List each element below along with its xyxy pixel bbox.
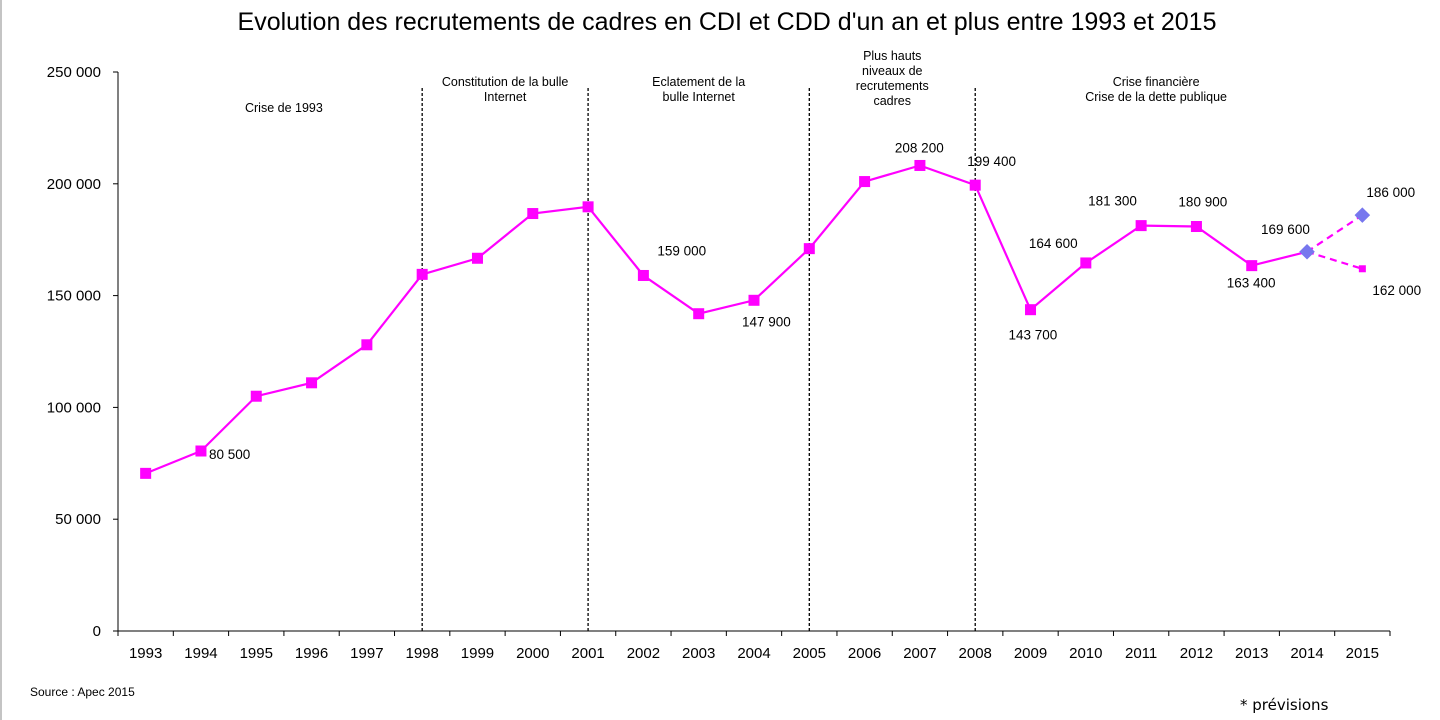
data-point [250, 390, 262, 402]
period-annotation-text: Eclatement de la [652, 75, 745, 89]
period-annotation-text: Plus hauts [863, 49, 921, 63]
axes: 0 50 000 100 000 150 000 200 000 250 000 1993 1… [47, 64, 1391, 662]
y-tick-label: 100 000 [47, 399, 101, 416]
forecast-point [1358, 265, 1366, 273]
data-point [637, 269, 649, 281]
x-tick-label: 2007 [903, 645, 936, 662]
data-label: 164 600 [1029, 236, 1078, 251]
x-tick-label: 1998 [405, 645, 438, 662]
data-point [693, 308, 705, 320]
data-point [803, 243, 815, 255]
data-label: 208 200 [895, 140, 944, 155]
data-label: 169 600 [1261, 222, 1310, 237]
data-point [1135, 220, 1147, 232]
period-annotation-text: Constitution de la bulle [442, 75, 569, 89]
period-annotation-text: niveaux de [862, 64, 923, 78]
data-point [195, 445, 207, 457]
data-point [1080, 257, 1092, 269]
forecast-marker [1299, 243, 1315, 260]
x-tick-label: 2010 [1069, 645, 1102, 662]
period-annotation-text: Internet [484, 90, 527, 104]
series-lines [145, 164, 1363, 475]
x-tick-label: 1993 [129, 645, 162, 662]
data-label: 163 400 [1227, 276, 1276, 291]
period-annotations: Crise de 1993 Constitution de la bulleInt… [245, 49, 1227, 115]
data-point [527, 208, 539, 220]
period-annotation-text: Crise de 1993 [245, 101, 323, 115]
y-tick-label: 150 000 [47, 288, 101, 305]
data-label: 143 700 [1009, 328, 1058, 343]
period-annotation-text: Crise de la dette publique [1085, 90, 1227, 104]
chart-title: Evolution des recrutements de cadres en … [238, 8, 1217, 36]
period-annotation-text: bulle Internet [663, 90, 736, 104]
data-label: 147 900 [742, 314, 791, 329]
data-label: 159 000 [657, 243, 706, 258]
data-label: 186 000 [1366, 185, 1415, 200]
x-tick-label: 2005 [793, 645, 826, 662]
x-tick-label: 2014 [1290, 645, 1323, 662]
data-label: 180 900 [1178, 195, 1227, 210]
y-tick-label: 50 000 [55, 511, 101, 528]
data-label: 162 000 [1372, 283, 1421, 298]
period-dividers [421, 88, 976, 631]
x-tick-label: 2002 [627, 645, 660, 662]
x-tick-label: 2011 [1125, 645, 1157, 662]
series-line [1306, 214, 1363, 253]
period-annotation-text: Crise financière [1113, 75, 1200, 89]
data-point [1025, 304, 1037, 316]
x-tick-label: 1997 [350, 645, 383, 662]
data-point [361, 339, 373, 351]
x-tick-label: 2008 [959, 645, 992, 662]
source-note: Source : Apec 2015 [30, 685, 135, 699]
data-label: 80 500 [209, 447, 250, 462]
x-tick-label: 2004 [737, 645, 770, 662]
data-point [582, 201, 594, 213]
data-label: 199 400 [967, 154, 1016, 169]
data-labels: 80 500 159 000 147 900 208 200 199 400 143 70… [209, 140, 1421, 462]
x-tick-label: 2001 [571, 645, 604, 662]
x-tick-label: 2000 [516, 645, 549, 662]
forecast-marker [1354, 207, 1371, 223]
x-tick-label: 1996 [295, 645, 328, 662]
x-tick-label: 2015 [1346, 645, 1379, 662]
series-line [1306, 250, 1363, 270]
data-point [471, 252, 483, 264]
data-point [914, 159, 926, 171]
x-tick-label: 2003 [682, 645, 715, 662]
x-tick-label: 2006 [848, 645, 881, 662]
x-tick-label: 2013 [1235, 645, 1268, 662]
data-point [416, 268, 428, 280]
data-point [1190, 221, 1202, 233]
data-point [1246, 260, 1258, 272]
series-line [145, 164, 1308, 475]
period-annotation-text: cadres [873, 94, 911, 108]
data-point [748, 294, 760, 306]
forecast-footnote: * prévisions [1240, 696, 1329, 714]
data-point [306, 377, 318, 389]
data-point [859, 176, 871, 188]
y-tick-label: 250 000 [47, 64, 101, 81]
x-tick-label: 1994 [184, 645, 217, 662]
y-tick-label: 200 000 [47, 176, 101, 193]
x-tick-label: 1995 [240, 645, 273, 662]
y-tick-label: 0 [93, 623, 101, 640]
x-tick-label: 2012 [1180, 645, 1213, 662]
data-point [969, 179, 981, 191]
data-markers [140, 159, 1371, 479]
x-tick-label: 1999 [461, 645, 494, 662]
period-annotation-text: recrutements [856, 79, 929, 93]
data-label: 181 300 [1088, 194, 1137, 209]
x-tick-label: 2009 [1014, 645, 1047, 662]
data-point [140, 467, 152, 479]
